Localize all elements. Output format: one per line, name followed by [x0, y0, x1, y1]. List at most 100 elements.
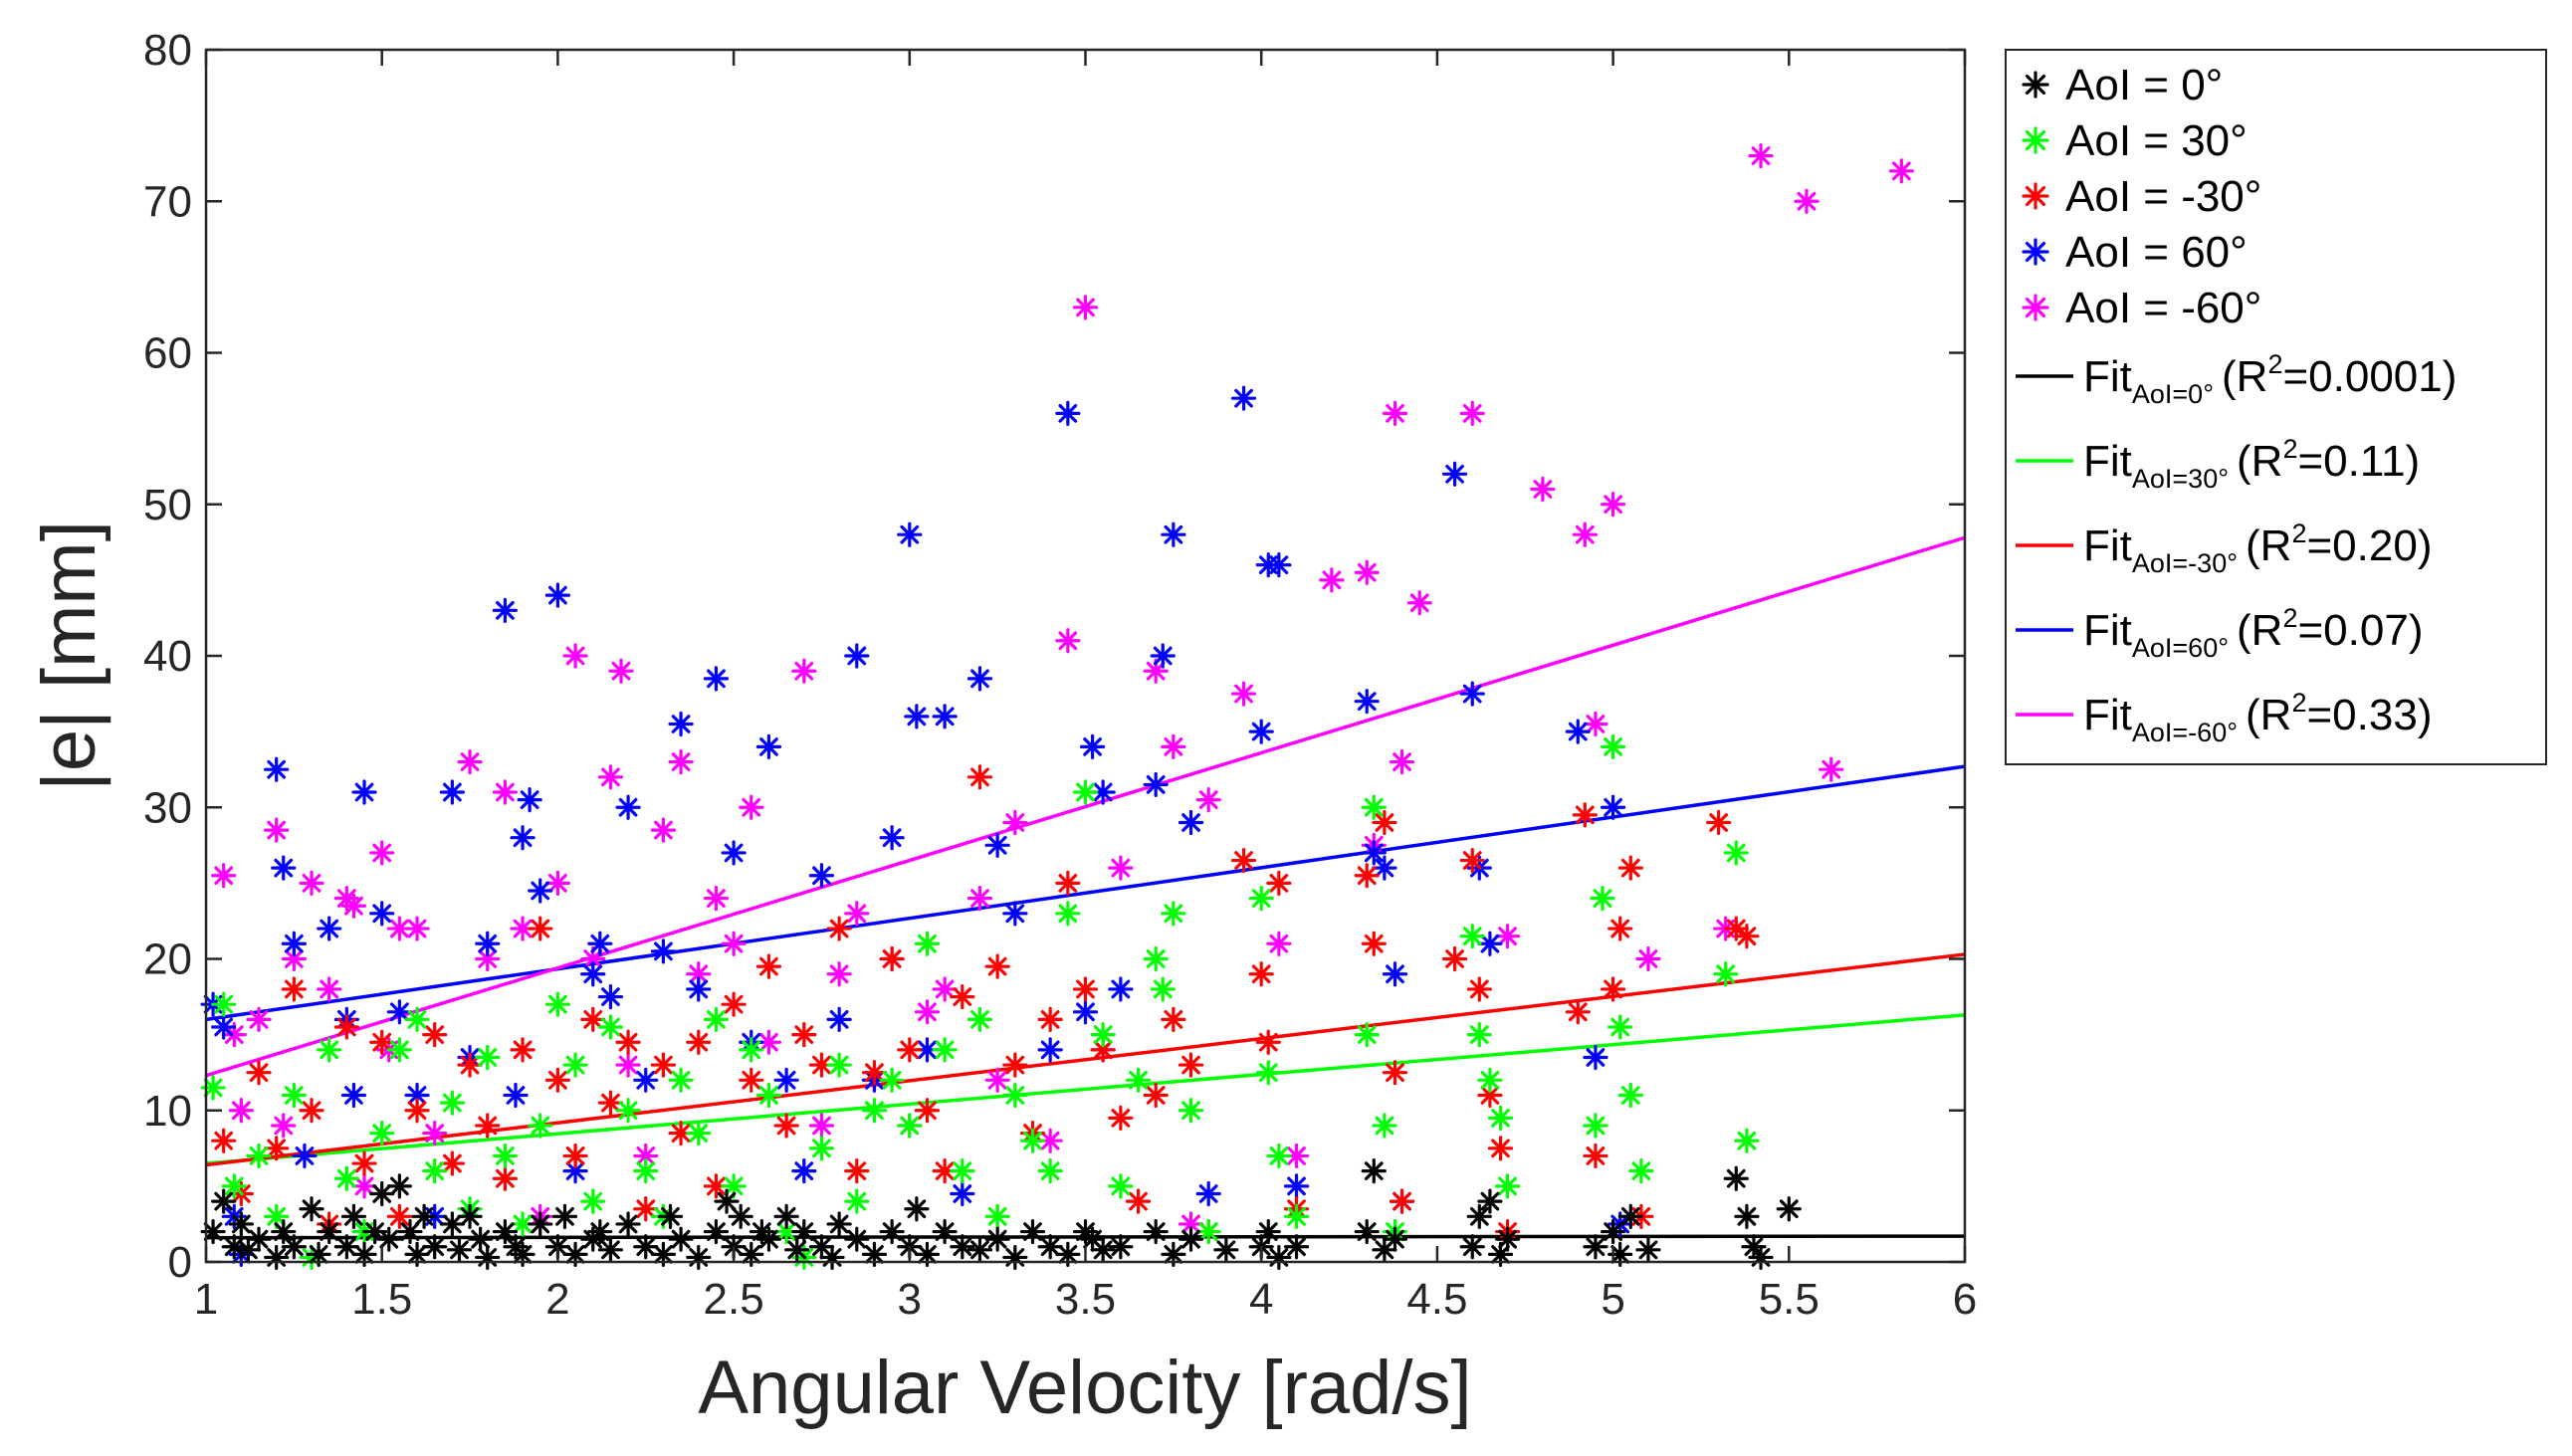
data-point: [457, 1052, 483, 1078]
data-point: [1354, 1218, 1380, 1245]
data-point: [544, 582, 571, 608]
data-point: [1494, 1226, 1521, 1252]
data-point: [966, 1006, 993, 1033]
data-point: [808, 1136, 835, 1161]
data-point: [1037, 1006, 1063, 1033]
data-point: [562, 643, 588, 669]
y-tick-label: 50: [143, 481, 192, 529]
data-point: [200, 1075, 226, 1101]
data-point: [1477, 1067, 1503, 1093]
data-point: [1382, 1060, 1408, 1086]
data-point: [739, 1067, 764, 1093]
data-point: [1230, 681, 1257, 707]
data-point: [897, 1037, 923, 1063]
data-point: [544, 1067, 571, 1093]
data-point: [1161, 1006, 1186, 1033]
legend-label: FitAoI=30° (R2=0.11): [2083, 434, 2420, 494]
data-point: [1037, 1234, 1063, 1260]
data-point: [1466, 976, 1492, 1002]
data-point: [1494, 1173, 1521, 1199]
data-point: [703, 885, 730, 912]
data-point: [562, 1143, 588, 1169]
data-point: [1108, 976, 1134, 1002]
data-point: [457, 748, 483, 775]
data-point: [932, 1218, 958, 1245]
data-point: [1487, 1105, 1514, 1131]
data-point: [650, 938, 677, 964]
data-point: [386, 1173, 412, 1199]
data-point: [826, 961, 852, 987]
data-point: [1494, 924, 1521, 949]
data-point: [897, 521, 923, 547]
data-point: [686, 976, 712, 1002]
data-point: [1161, 901, 1186, 927]
data-point: [1628, 1158, 1654, 1184]
y-tick-label: 60: [143, 329, 192, 378]
data-point: [281, 1234, 307, 1260]
data-point: [422, 1022, 448, 1048]
data-point: [950, 983, 975, 1010]
data-point: [950, 1234, 975, 1260]
data-point: [211, 991, 237, 1017]
y-tick-label: 30: [143, 783, 192, 832]
legend: AoI = 0° AoI = 30° AoI = -30° AoI = 60° AoI …: [2005, 49, 2547, 765]
data-point: [826, 1052, 852, 1078]
data-point: [773, 1067, 799, 1093]
fit-line-aoi-30deg: [205, 1013, 1966, 1165]
data-point: [728, 1203, 753, 1229]
legend-label: FitAoI=-30° (R2=0.20): [2083, 519, 2432, 578]
data-point: [932, 704, 958, 729]
data-point: [1143, 771, 1169, 798]
data-point: [597, 764, 624, 790]
x-tick-label: 6: [1953, 1275, 1977, 1324]
legend-marker: [2022, 126, 2049, 154]
data-point: [1283, 1234, 1310, 1260]
data-point: [1819, 756, 1844, 782]
data-point: [439, 1090, 465, 1116]
legend-fit-subscript: AoI=-30°: [2132, 548, 2238, 578]
data-point: [1617, 1082, 1643, 1109]
legend-label: FitAoI=0° (R2=0.0001): [2083, 349, 2457, 409]
data-point: [246, 1006, 272, 1033]
data-point: [966, 1237, 993, 1263]
data-point: [966, 666, 993, 692]
data-point: [1002, 1244, 1028, 1271]
data-point: [475, 1044, 501, 1071]
data-point: [1354, 1022, 1380, 1048]
data-point: [844, 643, 870, 669]
data-point: [246, 1226, 272, 1252]
data-point: [475, 931, 501, 956]
legend-label: AoI = 60°: [2065, 228, 2248, 277]
data-point: [580, 1006, 606, 1033]
data-point: [1734, 924, 1760, 949]
data-point: [422, 1158, 448, 1184]
legend-fit-subscript: AoI=30°: [2132, 464, 2229, 494]
data-point: [1125, 1188, 1152, 1214]
data-point: [404, 916, 430, 941]
data-point: [1477, 1188, 1503, 1214]
data-point: [1572, 521, 1598, 547]
data-point: [819, 1244, 845, 1271]
data-point: [228, 1098, 254, 1124]
data-point: [791, 1158, 817, 1184]
data-point: [791, 1218, 817, 1245]
data-point: [1002, 1082, 1028, 1109]
data-point: [1617, 1203, 1643, 1229]
data-point: [340, 893, 367, 919]
legend-marker: [2022, 294, 2049, 321]
data-point: [264, 1136, 290, 1161]
data-point: [228, 1211, 254, 1237]
data-point: [633, 1196, 659, 1222]
data-point: [904, 704, 930, 729]
data-point: [1459, 847, 1485, 874]
data-point: [755, 1226, 782, 1252]
legend-label: FitAoI=60° (R2=0.07): [2083, 603, 2423, 663]
data-point: [1266, 552, 1292, 578]
data-point: [1583, 1044, 1608, 1071]
data-point: [528, 878, 553, 904]
data-point: [211, 863, 237, 889]
legend-item-aoi-60deg: AoI = 60°: [2022, 228, 2248, 277]
data-point: [1143, 945, 1169, 972]
data-point: [492, 597, 518, 623]
